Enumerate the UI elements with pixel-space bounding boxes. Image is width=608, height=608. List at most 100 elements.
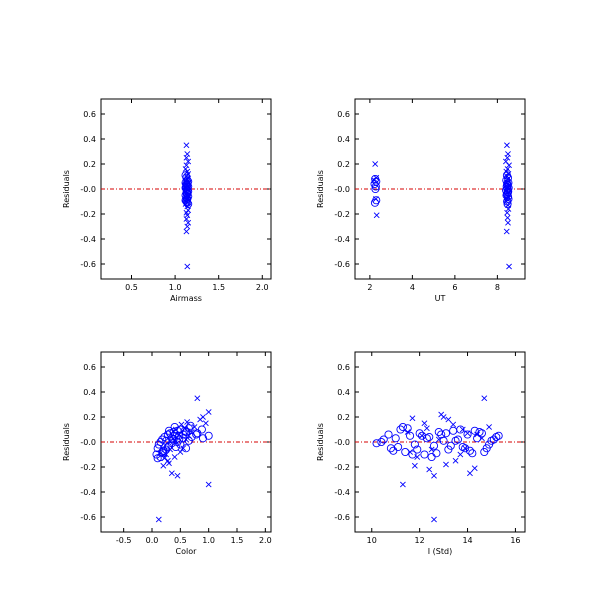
data-point-circle bbox=[179, 434, 188, 443]
data-point-cross bbox=[166, 460, 172, 467]
data-point-cross bbox=[450, 421, 457, 428]
data-point-circle bbox=[175, 435, 184, 444]
data-point-circle bbox=[461, 444, 470, 453]
data-point-circle bbox=[441, 429, 451, 438]
data-point-circle bbox=[162, 445, 171, 454]
data-point-circle bbox=[391, 434, 400, 443]
data-point-cross bbox=[185, 158, 192, 165]
y-tick-label: 0.4 bbox=[337, 135, 350, 144]
data-point-cross bbox=[431, 516, 437, 523]
data-point-cross bbox=[183, 216, 190, 222]
x-tick-label: 1.0 bbox=[202, 536, 215, 545]
data-point-cross bbox=[421, 420, 428, 427]
x-tick-label: 1.0 bbox=[169, 283, 182, 292]
data-point-circle bbox=[456, 425, 465, 434]
data-point-circle bbox=[468, 449, 477, 458]
scatter-panel-1: 0.5 1.0 1.5 2.0 -0.6 -0.4 -0.2 -0.0 0.2 0.4 0.6 Air… bbox=[62, 98, 272, 303]
data-point-circle bbox=[485, 440, 494, 449]
data-point-circle bbox=[370, 198, 380, 207]
data-point-circle bbox=[173, 437, 182, 447]
x-tick-label: 2.0 bbox=[259, 536, 272, 545]
data-point-circle bbox=[186, 421, 195, 430]
y-axis-label: Residuals bbox=[62, 170, 71, 208]
y-tick-label: -0.0 bbox=[334, 185, 350, 194]
data-point-circle bbox=[158, 447, 167, 457]
data-point-circle bbox=[170, 422, 179, 432]
data-point-cross bbox=[183, 228, 190, 235]
data-point-circle bbox=[379, 435, 388, 444]
y-tick-label: -0.4 bbox=[334, 235, 350, 244]
data-point-circle bbox=[480, 447, 489, 457]
y-tick-label: 0.2 bbox=[337, 160, 350, 169]
y-tick-label: -0.4 bbox=[80, 235, 96, 244]
data-point-circle bbox=[417, 431, 427, 440]
data-point-cross bbox=[423, 425, 430, 432]
x-tick-label: 8 bbox=[495, 283, 500, 292]
data-point-circle bbox=[156, 437, 165, 447]
data-point-circle bbox=[183, 176, 192, 185]
data-point-cross bbox=[168, 470, 175, 477]
scatter-panel-4: 10 12 14 16 -0.6 -0.4 -0.2 -0.0 0.2 0.4 0.6 I (Std)… bbox=[316, 351, 526, 556]
data-point-cross bbox=[409, 415, 416, 422]
y-axis-label: Residuals bbox=[316, 170, 325, 208]
data-point-cross bbox=[506, 162, 512, 169]
data-point-cross bbox=[426, 466, 433, 473]
data-point-circle bbox=[184, 199, 193, 209]
data-point-cross bbox=[174, 472, 181, 479]
data-point-circle bbox=[175, 431, 184, 440]
data-point-circle bbox=[489, 435, 498, 444]
data-point-cross bbox=[504, 214, 511, 221]
data-point-cross bbox=[182, 166, 189, 172]
x-tick-label: 0.0 bbox=[146, 536, 159, 545]
data-point-circle bbox=[465, 446, 474, 455]
y-axis-label: Residuals bbox=[62, 423, 71, 461]
data-point-cross bbox=[440, 414, 447, 420]
y-tick-label: 0.2 bbox=[83, 160, 96, 169]
data-point-circle bbox=[176, 425, 185, 434]
data-point-cross bbox=[462, 445, 469, 452]
data-point-cross bbox=[411, 462, 418, 469]
data-point-cross bbox=[184, 223, 191, 230]
data-point-circle bbox=[427, 452, 436, 462]
data-point-cross bbox=[200, 414, 206, 420]
data-point-circle bbox=[401, 447, 410, 457]
data-point-circle bbox=[158, 435, 167, 444]
data-point-cross bbox=[506, 263, 512, 270]
data-point-cross bbox=[180, 445, 187, 452]
data-point-circle bbox=[415, 429, 424, 438]
y-tick-label: 0.2 bbox=[337, 413, 350, 422]
data-point-circle bbox=[192, 430, 201, 439]
data-point-circle bbox=[182, 184, 191, 194]
y-tick-label: 0.6 bbox=[83, 363, 96, 372]
data-point-circle bbox=[163, 442, 172, 452]
data-point-cross bbox=[372, 161, 379, 167]
y-tick-label: -0.0 bbox=[80, 438, 96, 447]
x-tick-label: 2.0 bbox=[256, 283, 269, 292]
data-point-cross bbox=[399, 481, 406, 488]
data-point-circle bbox=[446, 441, 455, 450]
data-point-cross bbox=[452, 457, 459, 464]
data-point-circle bbox=[502, 176, 511, 185]
y-tick-label: 0.6 bbox=[337, 110, 350, 119]
data-point-circle bbox=[183, 186, 192, 195]
x-axis-label: Airmass bbox=[170, 294, 202, 303]
data-point-cross bbox=[171, 454, 178, 460]
y-tick-label: -0.2 bbox=[80, 210, 96, 219]
data-point-cross bbox=[486, 424, 493, 430]
y-axis-label: Residuals bbox=[316, 423, 325, 461]
y-tick-label: -0.2 bbox=[334, 210, 350, 219]
x-tick-label: 0.5 bbox=[125, 283, 138, 292]
data-point-circle bbox=[184, 424, 193, 433]
data-point-cross bbox=[431, 472, 437, 479]
data-point-cross bbox=[184, 151, 191, 157]
data-point-circle bbox=[475, 427, 484, 437]
data-point-cross bbox=[184, 263, 191, 270]
data-point-cross bbox=[505, 219, 511, 226]
data-point-circle bbox=[463, 430, 472, 439]
data-point-cross bbox=[155, 516, 162, 523]
data-point-cross bbox=[481, 395, 488, 402]
data-point-circle bbox=[502, 191, 511, 200]
data-point-circle bbox=[429, 441, 439, 450]
data-point-circle bbox=[451, 436, 460, 445]
x-tick-label: 1.5 bbox=[212, 283, 225, 292]
